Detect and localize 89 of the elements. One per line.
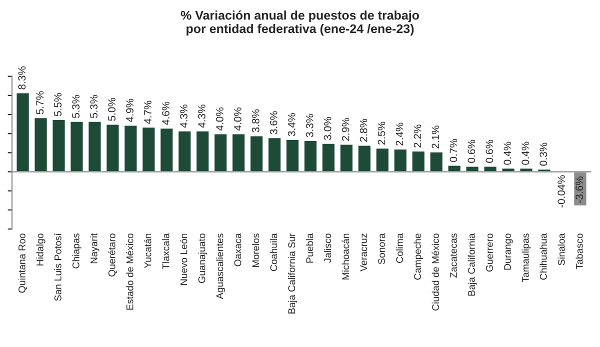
bar xyxy=(303,140,318,172)
x-tick-label: Coahuila xyxy=(270,233,278,272)
x-tick-label: Tamaulipas xyxy=(522,234,531,282)
x-tick-label: Veracruz xyxy=(360,234,368,272)
x-tick-label: Yucatán xyxy=(144,234,152,268)
bar xyxy=(374,147,390,172)
data-label: 4.3% xyxy=(198,104,206,128)
x-tick-label: Estado de México xyxy=(126,234,134,310)
x-tick-label: Puebla xyxy=(306,233,314,263)
data-label: 3.4% xyxy=(288,113,296,136)
bar xyxy=(231,132,246,172)
bar xyxy=(123,124,138,172)
x-tick-label: Guerrero xyxy=(486,234,493,272)
bar xyxy=(105,123,120,172)
x-tick-label: Hidalgo xyxy=(36,234,46,266)
x-tick-label: Nuevo León xyxy=(180,234,188,285)
bar xyxy=(195,130,210,172)
x-tick-label: Durango xyxy=(504,234,513,270)
bar xyxy=(339,143,354,172)
data-label: -0.04% xyxy=(558,175,566,208)
data-label: 0.7% xyxy=(450,138,458,162)
x-tick-label: Quintana Roo xyxy=(18,234,28,293)
x-tick-label: San Luis Potosí xyxy=(54,233,62,301)
x-tick-label: Guanajuato xyxy=(198,234,208,283)
data-label: 2.2% xyxy=(414,124,422,148)
x-tick-label: Campeche xyxy=(414,234,423,280)
chart-title: % Variación anual de puestos de trabajo por entidad federativa (ene-24 /ene-23) xyxy=(180,10,419,36)
data-label: 4.9% xyxy=(126,98,134,122)
x-tick-label: Chiapas xyxy=(72,234,82,268)
x-tick-label: Querétaro xyxy=(108,234,118,276)
data-label: 3.3% xyxy=(306,114,314,138)
x-tick-label: Morelos xyxy=(252,234,260,267)
bar xyxy=(285,138,300,172)
x-tick-label: Colima xyxy=(396,233,404,263)
x-tick-label: Michoacán xyxy=(342,234,350,280)
data-label: 8.3% xyxy=(18,66,26,90)
bar xyxy=(321,142,336,172)
data-label: 0.6% xyxy=(468,140,476,163)
data-label: 3.8% xyxy=(252,109,260,132)
data-label: 5.5% xyxy=(54,93,62,116)
bar xyxy=(33,116,48,172)
x-tick-label: Baja California xyxy=(468,233,477,296)
bar xyxy=(249,134,264,172)
data-label: 0.4% xyxy=(522,142,530,165)
x-tick-label: Baja California Sur xyxy=(288,233,298,314)
data-label: 4.6% xyxy=(162,102,170,125)
x-tick-label: Zacatecas xyxy=(450,234,457,278)
bar xyxy=(392,148,408,172)
x-tick-label: Sonora xyxy=(378,233,386,264)
bar xyxy=(69,120,84,172)
data-label: -3.6% xyxy=(576,176,584,203)
data-label: 2.9% xyxy=(342,118,350,141)
x-tick-label: Sinaloa xyxy=(558,233,565,266)
data-label: 2.5% xyxy=(378,122,386,145)
x-tick-label: Chihuahua xyxy=(540,233,547,280)
bar xyxy=(15,92,30,172)
x-tick-label: Ciudad de México xyxy=(432,234,439,311)
bar xyxy=(410,150,426,172)
data-label: 2.8% xyxy=(360,118,368,142)
bar xyxy=(267,136,282,172)
data-label: 0.4% xyxy=(504,142,512,165)
x-tick-label: Aguascalientes xyxy=(216,234,226,300)
data-label: 3.6% xyxy=(270,111,278,134)
data-label: 5.3% xyxy=(72,95,80,118)
data-label: 5.7% xyxy=(36,91,44,114)
data-label: 4.7% xyxy=(144,100,152,124)
data-label: 4.3% xyxy=(180,104,188,128)
x-tick-label: Nayarit xyxy=(90,233,100,264)
bar xyxy=(141,126,156,172)
data-label: 2.1% xyxy=(432,126,440,148)
data-label: 3.0% xyxy=(324,116,332,140)
x-tick-label: Tlaxcala xyxy=(162,233,170,270)
bar xyxy=(213,132,228,172)
x-tick-label: Tabasco xyxy=(576,234,583,270)
x-tick-label: Oaxaca xyxy=(234,233,242,266)
data-label: 5.0% xyxy=(108,98,116,121)
bar xyxy=(428,151,444,172)
x-tick-label: Jalisco xyxy=(324,234,332,263)
bar xyxy=(87,120,102,172)
data-label: 0.3% xyxy=(540,142,548,166)
data-label: 5.3% xyxy=(90,95,98,118)
data-label: 0.6% xyxy=(486,140,494,163)
bar xyxy=(356,144,372,172)
data-label: 4.0% xyxy=(234,107,242,131)
bar xyxy=(51,118,66,172)
data-label: 4.0% xyxy=(216,107,224,131)
bar xyxy=(177,130,192,172)
bar xyxy=(159,127,174,172)
data-label: 2.4% xyxy=(396,122,404,146)
